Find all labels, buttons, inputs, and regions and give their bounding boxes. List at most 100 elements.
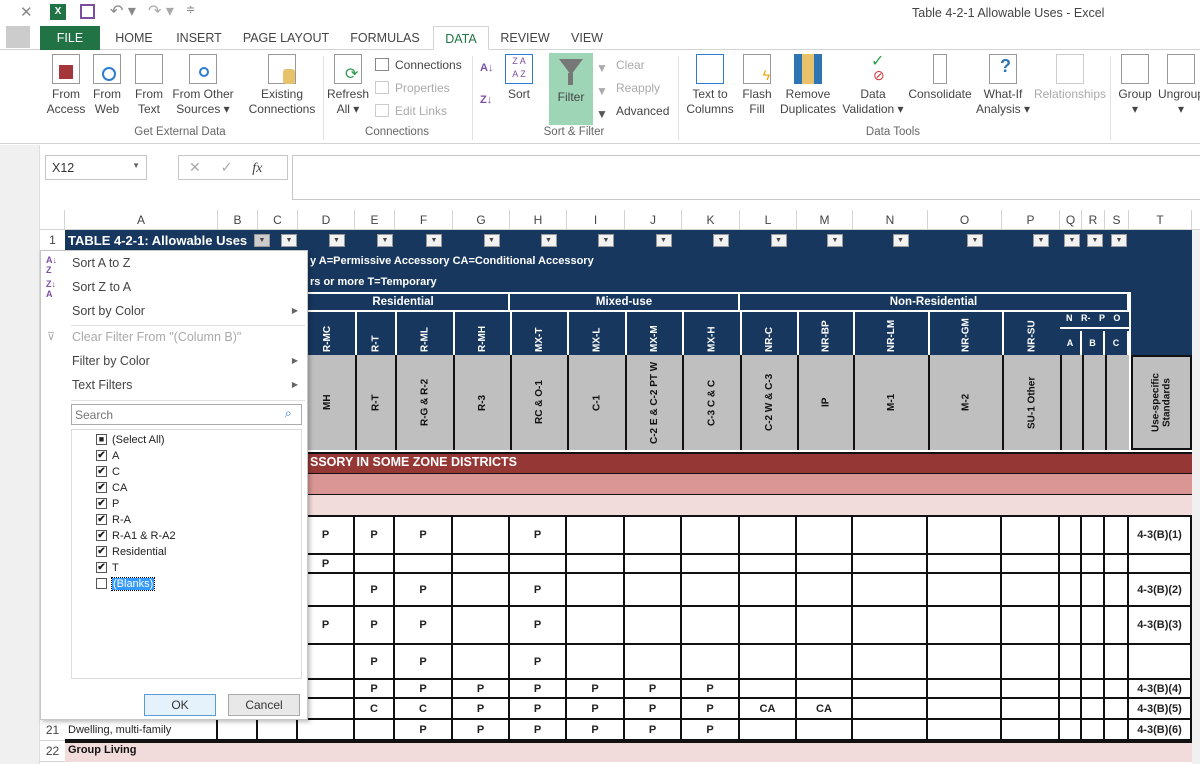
table-cell[interactable] bbox=[1082, 720, 1105, 741]
reapply-button[interactable]: ▼ Reapply bbox=[596, 81, 661, 98]
table-cell[interactable]: 4-3(B)(4) bbox=[1129, 680, 1192, 699]
column-header-P[interactable]: P bbox=[1002, 210, 1060, 230]
filter-dropdown-button-P[interactable]: ▼ bbox=[1033, 234, 1049, 247]
column-header-O[interactable]: O bbox=[928, 210, 1002, 230]
table-cell[interactable] bbox=[1002, 680, 1060, 699]
column-header-A[interactable]: A bbox=[65, 210, 218, 230]
filter-dropdown-button-K[interactable]: ▼ bbox=[713, 234, 729, 247]
tab-formulas[interactable]: FORMULAS bbox=[350, 31, 420, 45]
table-cell[interactable]: P bbox=[453, 720, 510, 741]
checkbox-icon[interactable]: ✔ bbox=[96, 450, 107, 461]
filter-dropdown-button-L[interactable]: ▼ bbox=[770, 234, 787, 247]
table-cell[interactable]: P bbox=[395, 574, 453, 607]
table-cell[interactable] bbox=[928, 574, 1002, 607]
from-access-button[interactable]: From Access bbox=[44, 50, 88, 117]
column-header-E[interactable]: E bbox=[355, 210, 395, 230]
tab-page-layout[interactable]: PAGE LAYOUT bbox=[242, 31, 330, 45]
formula-input[interactable] bbox=[292, 155, 1200, 200]
filter-dropdown-button-O[interactable]: ▼ bbox=[967, 234, 983, 247]
sort-z-to-a-button[interactable]: Z↓ bbox=[480, 94, 493, 106]
menu-sort-by-color[interactable]: Sort by Color ▶ bbox=[72, 300, 302, 322]
table-cell[interactable]: P bbox=[395, 645, 453, 680]
from-web-button[interactable]: From Web bbox=[90, 50, 124, 117]
filter-dropdown-button-B[interactable]: ▼ bbox=[254, 234, 270, 247]
table-cell[interactable] bbox=[453, 555, 510, 574]
filter-dropdown-button-S[interactable]: ▼ bbox=[1111, 234, 1127, 247]
table-cell[interactable] bbox=[1060, 720, 1082, 741]
undo-icon[interactable]: ↶ ▾ bbox=[110, 3, 136, 20]
table-cell[interactable] bbox=[797, 680, 853, 699]
table-cell[interactable]: P bbox=[298, 607, 355, 645]
column-header-D[interactable]: D bbox=[298, 210, 355, 230]
table-cell[interactable]: P bbox=[682, 699, 740, 720]
table-cell[interactable] bbox=[298, 699, 355, 720]
table-cell[interactable]: P bbox=[567, 720, 625, 741]
table-cell[interactable] bbox=[928, 607, 1002, 645]
relationships-button[interactable]: Relationships bbox=[1033, 50, 1107, 102]
data-validation-button[interactable]: ✓ ⊘ Data Validation ▾ bbox=[842, 53, 904, 117]
column-header-T[interactable]: T bbox=[1129, 210, 1192, 230]
table-cell[interactable]: P bbox=[355, 680, 395, 699]
table-cell[interactable] bbox=[740, 607, 797, 645]
menu-sort-a-to-z[interactable]: Sort A to Z bbox=[72, 256, 131, 270]
menu-filter-by-color[interactable]: Filter by Color ▶ bbox=[72, 350, 302, 372]
table-cell[interactable] bbox=[1105, 680, 1129, 699]
column-header-B[interactable]: B bbox=[218, 210, 258, 230]
group-button[interactable]: Group ▾ bbox=[1114, 50, 1156, 117]
table-cell[interactable]: P bbox=[682, 680, 740, 699]
connections-button[interactable]: Connections bbox=[375, 55, 462, 75]
filter-value-item[interactable]: ✔ C bbox=[96, 466, 120, 478]
table-cell[interactable] bbox=[1002, 555, 1060, 574]
table-cell[interactable]: P bbox=[395, 680, 453, 699]
table-cell[interactable] bbox=[567, 555, 625, 574]
table-cell[interactable] bbox=[1105, 699, 1129, 720]
table-cell[interactable] bbox=[298, 645, 355, 680]
flash-fill-button[interactable]: ϟ Flash Fill bbox=[740, 50, 774, 117]
column-header-K[interactable]: K bbox=[682, 210, 740, 230]
tab-file[interactable]: FILE bbox=[40, 26, 100, 50]
select-all-corner[interactable] bbox=[40, 210, 65, 230]
filter-dropdown-button-E[interactable]: ▼ bbox=[377, 234, 393, 247]
checkbox-icon[interactable]: ✔ bbox=[96, 466, 107, 477]
table-cell[interactable] bbox=[567, 574, 625, 607]
table-cell[interactable] bbox=[928, 720, 1002, 741]
what-if-analysis-button[interactable]: ? What-If Analysis ▾ bbox=[975, 54, 1031, 116]
filter-dropdown-button-M[interactable]: ▼ bbox=[827, 234, 843, 247]
from-text-button[interactable]: From Text bbox=[132, 50, 166, 117]
row-header-21[interactable]: 21 bbox=[40, 720, 65, 741]
table-cell[interactable] bbox=[740, 720, 797, 741]
table-cell[interactable] bbox=[298, 720, 355, 741]
table-cell[interactable] bbox=[298, 680, 355, 699]
filter-dropdown-button-F[interactable]: ▼ bbox=[426, 234, 442, 247]
filter-dropdown-button-H[interactable]: ▼ bbox=[540, 234, 557, 247]
table-cell[interactable] bbox=[453, 574, 510, 607]
table-cell[interactable] bbox=[928, 515, 1002, 555]
table-cell[interactable] bbox=[740, 574, 797, 607]
table-cell[interactable] bbox=[853, 720, 928, 741]
chevron-down-icon[interactable]: ▼ bbox=[132, 161, 140, 170]
table-cell[interactable] bbox=[797, 574, 853, 607]
table-cell[interactable] bbox=[682, 574, 740, 607]
table-cell[interactable] bbox=[1060, 515, 1082, 555]
table-cell[interactable]: C bbox=[395, 699, 453, 720]
table-cell[interactable] bbox=[1082, 555, 1105, 574]
cancel-button[interactable]: Cancel bbox=[228, 694, 300, 716]
tab-view[interactable]: VIEW bbox=[571, 31, 603, 45]
table-cell[interactable]: P bbox=[510, 699, 567, 720]
table-cell[interactable] bbox=[853, 607, 928, 645]
table-cell[interactable] bbox=[1060, 645, 1082, 680]
table-cell[interactable] bbox=[740, 555, 797, 574]
table-cell[interactable] bbox=[625, 645, 682, 680]
checkbox-icon[interactable]: ✔ bbox=[96, 546, 107, 557]
filter-value-item[interactable]: ✔ R-A1 & R-A2 bbox=[96, 530, 176, 542]
customize-toolbar-icon[interactable]: ≑ bbox=[186, 4, 196, 16]
table-cell[interactable] bbox=[1082, 645, 1105, 680]
table-cell[interactable] bbox=[453, 515, 510, 555]
table-cell[interactable] bbox=[1105, 574, 1129, 607]
tab-home[interactable]: HOME bbox=[115, 31, 153, 45]
table-cell[interactable] bbox=[395, 555, 453, 574]
close-icon[interactable]: ✕ bbox=[20, 4, 33, 21]
table-cell[interactable]: P bbox=[510, 574, 567, 607]
table-cell[interactable] bbox=[853, 680, 928, 699]
